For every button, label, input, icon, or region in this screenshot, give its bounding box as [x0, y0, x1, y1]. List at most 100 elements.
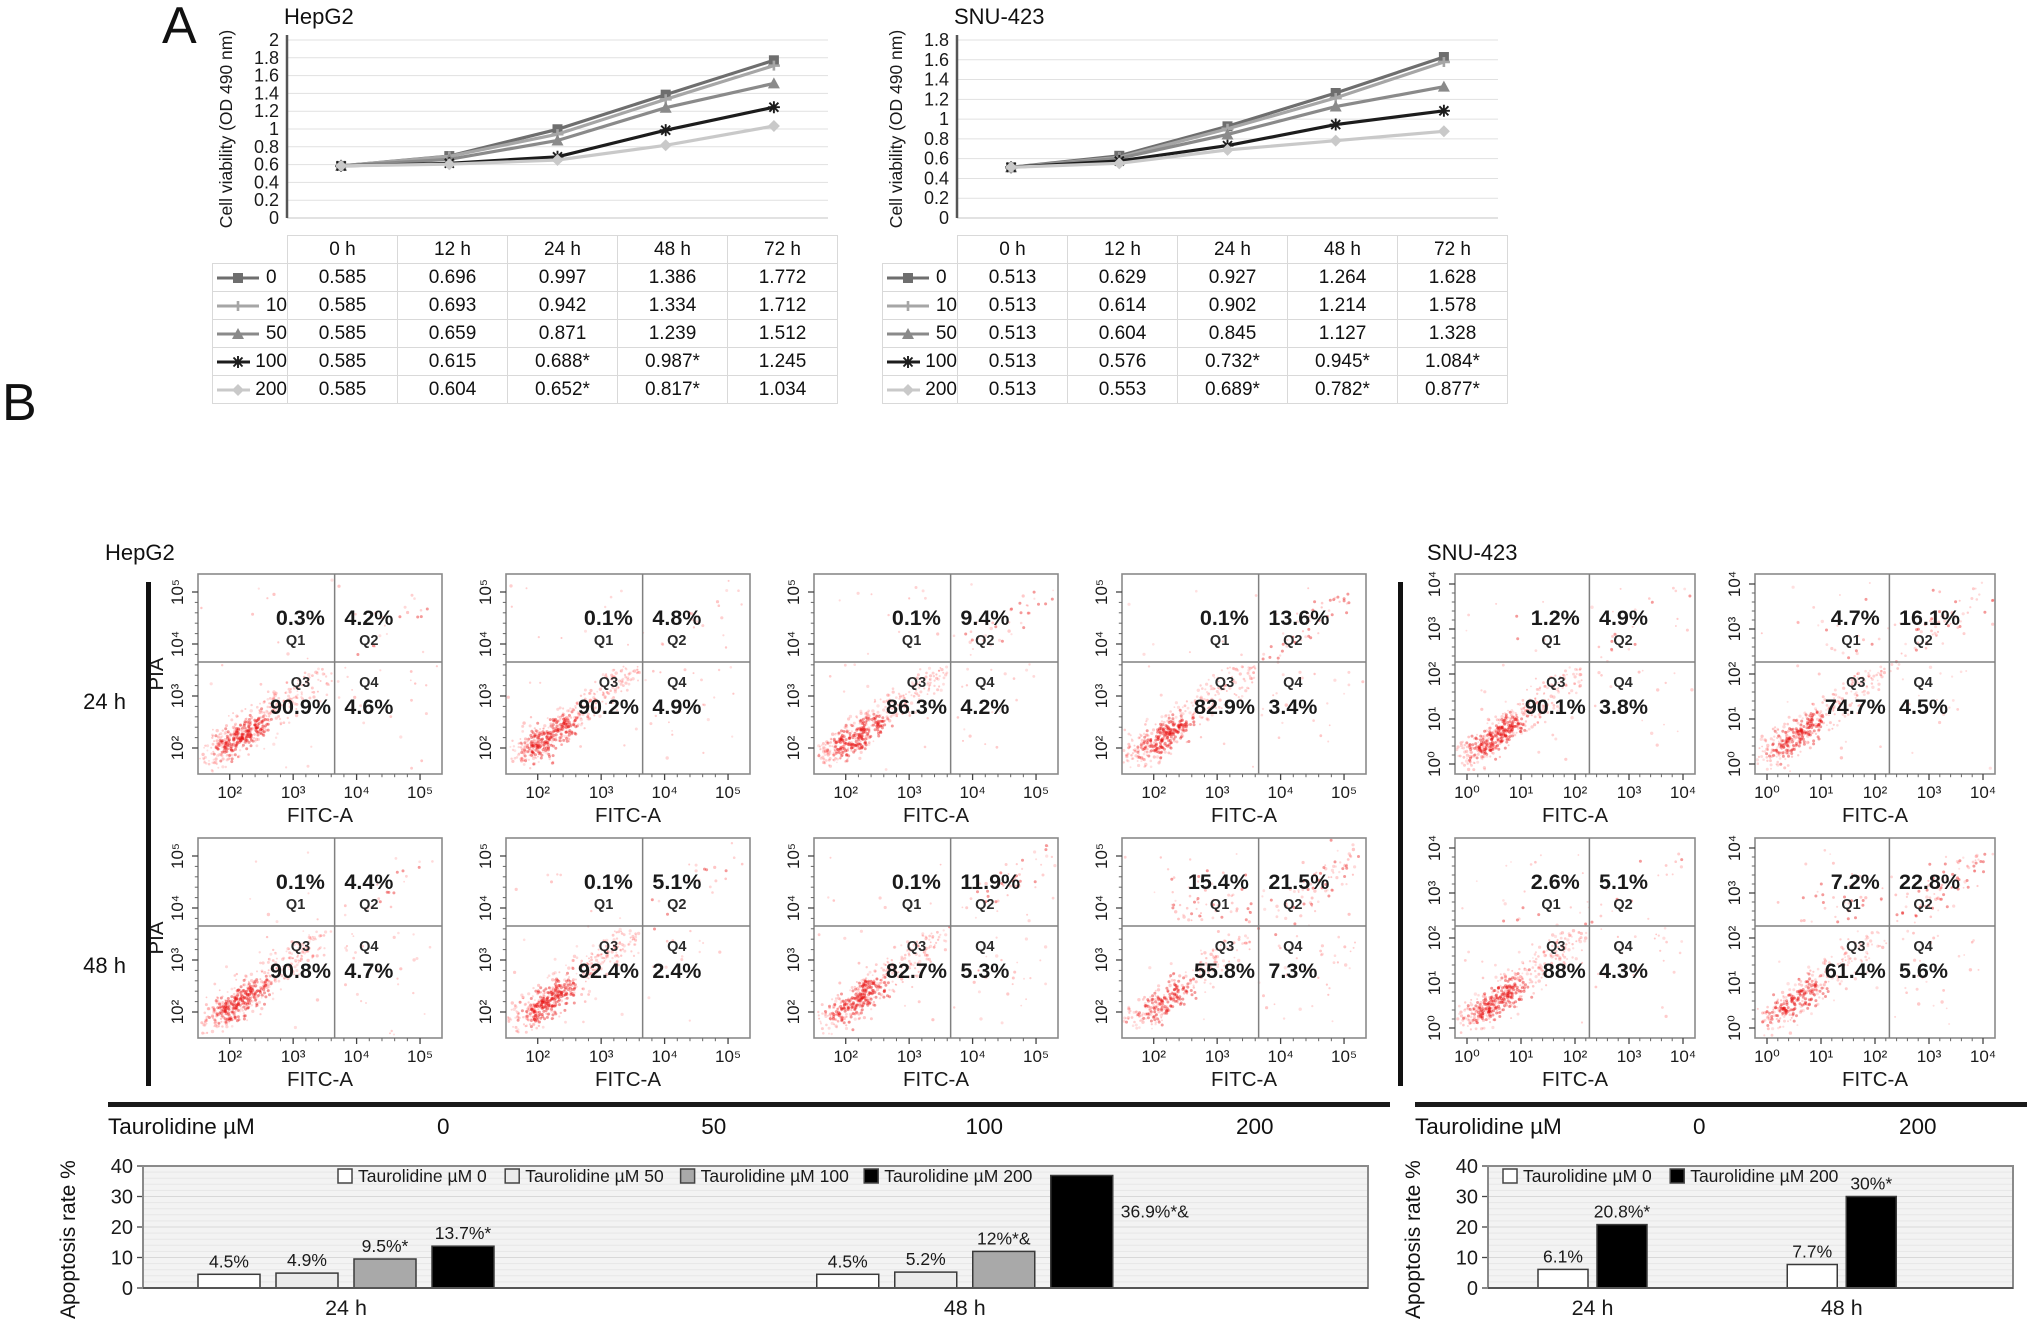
legend-key: 10 [883, 295, 957, 317]
y-tick-label: 10⁴ [476, 631, 495, 657]
quadrant-name: Q3 [1846, 939, 1865, 955]
quadrant-percentage: 4.7% [344, 959, 393, 983]
quadrant-name: Q2 [1913, 633, 1932, 649]
legend-swatch [1669, 1168, 1685, 1184]
x-axis-title: FITC-A [287, 804, 353, 827]
quadrant-name: Q1 [1541, 633, 1560, 649]
quadrant-percentage: 1.2% [1531, 606, 1580, 630]
legend-swatch [1502, 1168, 1518, 1184]
bar-value-label: 5.2% [906, 1249, 946, 1269]
bar-value-label: 4.5% [828, 1251, 868, 1271]
x-axis-title: FITC-A [1842, 804, 1908, 827]
y-tick-label: 2 [269, 30, 279, 50]
quadrant-name: Q3 [1546, 939, 1565, 955]
bar [1537, 1268, 1589, 1289]
quadrant-percentage: 74.7% [1825, 695, 1886, 719]
marker-diamond [659, 139, 672, 152]
quadrant-name: Q4 [359, 675, 378, 691]
quadrant-name: Q4 [1283, 675, 1302, 691]
quadrant-name: Q2 [1613, 897, 1632, 913]
x-tick-label: 10¹ [1509, 1047, 1534, 1066]
marker-asterisk [1437, 104, 1450, 117]
x-tick-label: 10² [1863, 1047, 1888, 1066]
flow-plot-cell: 10² 10² 10³ 10³ 10⁴ 10⁴ 10⁵ 10⁵ FITC-A 0.1% Q1 13.6… [1074, 570, 1382, 834]
y-tick-label: 0 [122, 1278, 133, 1300]
bar [1786, 1263, 1838, 1289]
x-tick-label: 10⁰ [1754, 783, 1780, 802]
y-tick-label: 0 [939, 208, 949, 228]
viability-value: 1.712 [727, 291, 838, 320]
x-tick-label: 10¹ [1809, 783, 1834, 802]
legend-key-glyph-0 [217, 272, 259, 283]
x-tick-label: 10³ [589, 1047, 614, 1066]
y-tick-label: 10³ [168, 683, 187, 708]
y-tick-label: 10⁵ [476, 843, 495, 869]
scatter-cloud [1122, 587, 1365, 769]
y-tick-label: 10⁴ [168, 895, 187, 921]
scatter-cloud [1455, 586, 1694, 772]
y-tick-label: 10² [1425, 661, 1444, 686]
y-tick-label: 10¹ [1725, 706, 1744, 731]
legend-key-glyph-200 [217, 383, 251, 396]
viability-value: 0.732* [1177, 347, 1288, 376]
snu423-viability-chart-mount: 0 0.2 0.4 0.6 0.8 1 1.2 1.4 1.6 1.8 Cell viability… [882, 30, 1512, 235]
snu423-bar-row: Apoptosis rate % 0 10 20 30 40 6.1% 20.8%* 24 h… [1395, 1156, 2032, 1327]
quadrant-name: Q3 [1215, 675, 1234, 691]
quadrant-percentage: 90.9% [270, 695, 331, 719]
quadrant-name: Q2 [1613, 633, 1632, 649]
viability-value: 0.513 [957, 291, 1068, 320]
x-tick-label: 10⁴ [343, 783, 369, 802]
flow-plot-cell: 10⁰ 10⁰ 10¹ 10¹ 10² 10² 10³ 10³ 10⁴ 10⁴ FITC-A 7.2%… [1711, 834, 2011, 1098]
quadrant-percentage: 0.1% [1200, 606, 1249, 630]
y-tick-label: 10⁵ [168, 843, 187, 869]
quadrant-percentage: 4.6% [344, 695, 393, 719]
y-tick-label: 10⁵ [1092, 579, 1111, 605]
legend-key-glyph-100 [217, 355, 251, 368]
quadrant-name: Q2 [1913, 897, 1932, 913]
x-tick-label: 10⁴ [959, 783, 985, 802]
legend-key: 200 [213, 379, 287, 401]
flow-scatter-plot: 10⁰ 10⁰ 10¹ 10¹ 10² 10² 10³ 10³ 10⁴ 10⁴ FITC-A 2.6%… [1425, 835, 1696, 1091]
quadrant-percentage: 0.1% [892, 870, 941, 894]
dose-label: 50 [701, 1114, 727, 1139]
y-tick-label: 10⁵ [476, 579, 495, 605]
table-row: 100 0.585 0.615 0.688* 0.987* 1.245 [212, 347, 838, 376]
quadrant-percentage: 61.4% [1825, 959, 1886, 983]
quadrant-name: Q1 [594, 633, 613, 649]
x-tick-label: 10³ [1617, 783, 1642, 802]
viability-value: 0.877* [1397, 375, 1508, 404]
viability-value: 1.628 [1397, 263, 1508, 292]
viability-value: 0.604 [1067, 319, 1178, 348]
y-tick-label: 10⁵ [784, 579, 803, 605]
flow-scatter-plot: 10² 10² 10³ 10³ 10⁴ 10⁴ 10⁵ 10⁵ FITC-A PIA 0.3% Q1 4… [150, 573, 443, 827]
time-header: 0 h [957, 235, 1068, 264]
taurolidine-label: Taurolidine µM [1415, 1114, 1562, 1139]
x-tick-label: 10⁰ [1454, 783, 1480, 802]
quadrant-name: Q1 [1841, 897, 1860, 913]
quadrant-name: Q4 [667, 939, 686, 955]
legend-key: 100 [883, 351, 957, 373]
bar [197, 1273, 261, 1289]
x-tick-label: 10² [525, 1047, 550, 1066]
scatter-cloud [507, 842, 744, 1034]
quadrant-percentage: 5.6% [1899, 959, 1948, 983]
viability-value: 0.871 [507, 319, 618, 348]
legend-key-glyph-10 [887, 300, 929, 311]
viability-value: 1.214 [1287, 291, 1398, 320]
quadrant-percentage: 3.4% [1268, 695, 1317, 719]
viability-value: 0.513 [957, 347, 1068, 376]
marker-diamond [335, 159, 348, 172]
viability-data-table: 0 h 12 h 24 h 48 h 72 h 0 0.513 0.629 0.927 1.264… [882, 235, 1508, 404]
y-tick-label: 10⁰ [1425, 1015, 1444, 1041]
legend-label: Taurolidine µM 50 [525, 1166, 664, 1186]
y-tick-label: 0.2 [924, 188, 949, 208]
y-tick-label: 10² [784, 735, 803, 760]
legend-key: 50 [213, 323, 287, 345]
series-name: 200 [925, 378, 957, 400]
y-tick-label: 10² [476, 999, 495, 1024]
x-tick-label: 10⁵ [715, 1047, 741, 1066]
hepg2-flow-title: HepG2 [105, 540, 175, 565]
quadrant-name: Q1 [902, 633, 921, 649]
viability-value: 0.576 [1067, 347, 1178, 376]
series-name: 10 [265, 294, 287, 316]
